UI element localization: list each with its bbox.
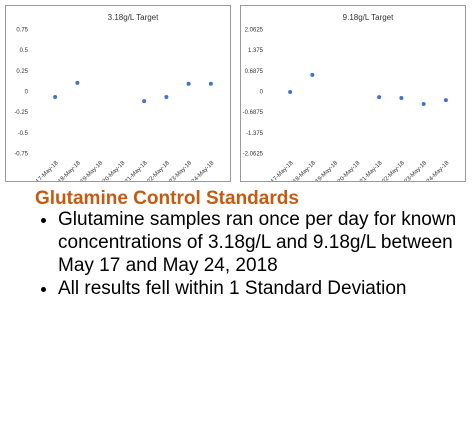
x-tick-label: 19-May-18 xyxy=(80,160,105,182)
x-tick-label: 18-May-18 xyxy=(292,160,317,182)
x-tick-label: 19-May-18 xyxy=(315,160,340,182)
bullet: Glutamine samples ran once per day for k… xyxy=(58,208,474,277)
point xyxy=(186,81,191,86)
y-tick-label: 2.0625 xyxy=(245,28,264,34)
point xyxy=(53,94,58,99)
x-tick-label: 17-May-18 xyxy=(35,160,60,182)
y-tick-label: -2.0625 xyxy=(243,152,264,158)
y-tick-label: -0.5 xyxy=(18,131,29,137)
x-tick-label: 23-May-18 xyxy=(404,160,429,182)
y-tick-label: 1.375 xyxy=(248,48,264,54)
y-tick-label: 0.75 xyxy=(16,28,28,34)
chart-title: 9.18g/L Target xyxy=(343,13,394,22)
bullet: All results fell within 1 Standard Devia… xyxy=(58,277,474,300)
y-tick-label: 0 xyxy=(260,90,264,96)
y-tick-label: 0.5 xyxy=(20,48,29,54)
point xyxy=(142,99,147,104)
point xyxy=(164,94,169,99)
point xyxy=(75,80,80,85)
chart-title: 3.18g/L Target xyxy=(108,13,159,22)
point xyxy=(208,81,213,86)
x-tick-label: 20-May-18 xyxy=(102,160,127,182)
bullet-list: Glutamine samples ran once per day for k… xyxy=(24,208,474,300)
x-tick-label: 21-May-18 xyxy=(124,160,149,182)
point xyxy=(310,72,315,77)
x-tick-label: 24-May-18 xyxy=(426,160,451,182)
point xyxy=(399,96,404,101)
y-tick-label: -0.75 xyxy=(14,152,28,158)
x-tick-label: 22-May-18 xyxy=(381,160,406,182)
x-tick-label: 18-May-18 xyxy=(57,160,82,182)
x-tick-label: 22-May-18 xyxy=(146,160,171,182)
y-tick-label: -0.6875 xyxy=(243,110,264,116)
chart: 3.18g/L Target 0.75 0.5 0.25 0 -0.25 -0.5 -0.75… xyxy=(5,5,231,182)
x-tick-label: 17-May-18 xyxy=(270,160,295,182)
y-tick-label: -1.375 xyxy=(246,131,264,137)
point xyxy=(377,95,382,100)
point xyxy=(288,90,293,94)
x-tick-label: 20-May-18 xyxy=(337,160,362,182)
point xyxy=(443,98,448,103)
y-tick-label: -0.25 xyxy=(14,110,28,116)
x-tick-label: 21-May-18 xyxy=(359,160,384,182)
point xyxy=(421,102,426,107)
y-tick-label: 0.25 xyxy=(16,69,28,75)
y-tick-label: 0 xyxy=(25,90,29,96)
x-tick-label: 23-May-18 xyxy=(169,160,194,182)
x-tick-label: 24-May-18 xyxy=(191,160,216,182)
chart: 9.18g/L Target 2.0625 1.375 0.6875 0 -0.6875 -… xyxy=(240,5,466,182)
heading: Glutamine Control Standards xyxy=(35,188,299,209)
y-tick-label: 0.6875 xyxy=(245,69,264,75)
